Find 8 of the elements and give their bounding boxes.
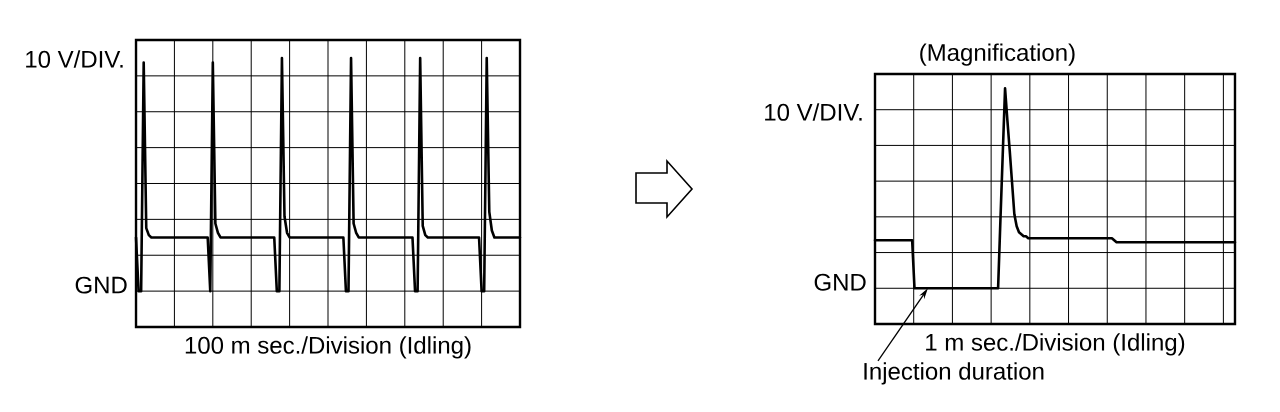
text: Injection duration (864, 362, 1044, 385)
y-axis-title: 10 V/DIV. (26, 50, 123, 68)
text: GND (814, 273, 866, 291)
y-axis-title: 10 V/DIV. (765, 103, 862, 121)
x-axis-title: 100 m sec./Division (Idling) (185, 336, 471, 359)
x-axis-title: 1 m sec./Division (Idling) (926, 333, 1185, 356)
chart-title: (Magnification) (920, 43, 1075, 66)
text: GND (75, 276, 127, 294)
